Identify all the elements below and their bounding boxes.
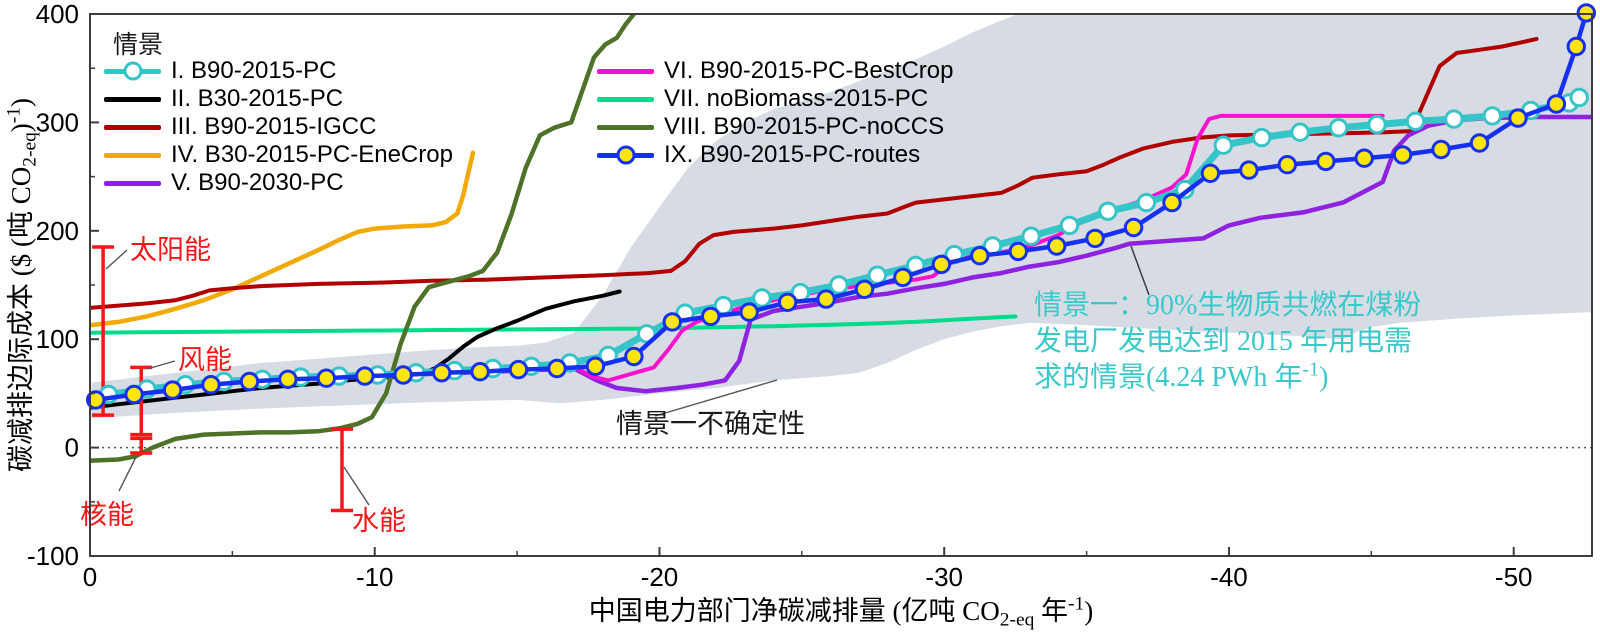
solar-error-bar: 太阳能: [92, 235, 211, 417]
x-tick-label: -50: [1495, 562, 1533, 592]
series-IX-markers: [86, 3, 1597, 410]
y-tick-label: 300: [36, 107, 79, 137]
y-tick-label: 0: [65, 433, 79, 463]
y-tick-label: 400: [36, 0, 79, 29]
x-tick-label: -20: [641, 562, 679, 592]
y-tick-label: 200: [36, 216, 79, 246]
x-tick-label: -10: [356, 562, 394, 592]
uncertainty-leader-line: [654, 379, 778, 417]
solar-leader-line: [105, 249, 128, 270]
wind-error-bar: 风能: [130, 345, 232, 437]
wind-leader-line: [146, 360, 176, 370]
x-tick-label: -30: [925, 562, 963, 592]
series-IV-line: [90, 150, 476, 328]
solar-label: 太阳能: [130, 235, 211, 265]
y-tick-label: 100: [36, 324, 79, 354]
nuclear-label: 核能: [80, 500, 134, 530]
note-line: 发电厂发电达到 2015 年用电需: [1034, 325, 1412, 357]
y-tick-label: -100: [27, 541, 79, 571]
series-III-line: [90, 36, 1539, 310]
wind-label: 风能: [178, 345, 232, 375]
x-axis-title: 中国电力部门净碳减排量 (亿吨 CO2-eq 年-1): [589, 594, 1094, 631]
hydro-leader-line: [343, 466, 370, 506]
note-line: 求的情景(4.24 PWh 年-1): [1034, 358, 1328, 393]
x-tick-label: -40: [1210, 562, 1248, 592]
hydro-label: 水能: [352, 506, 406, 536]
y-axis-title: 碳减排边际成本 ($ (吨 CO2-eq)-1): [4, 98, 41, 472]
x-axis: 0 -10 -20 -30 -40 -50: [83, 547, 1533, 592]
note-leader-line: [1130, 245, 1150, 296]
x-tick-label: 0: [83, 562, 97, 592]
y-axis: 400 300 200 100 0 -100: [27, 0, 99, 571]
nuclear-leader-line: [118, 456, 137, 492]
uncertainty-label: 情景一不确定性: [616, 409, 805, 439]
series-VIII-line: [90, 14, 637, 463]
series-VII-line: [90, 314, 1018, 335]
hydro-error-bar: 水能: [330, 427, 406, 536]
note-line: 情景一：90%生物质共燃在煤粉: [1034, 289, 1421, 321]
